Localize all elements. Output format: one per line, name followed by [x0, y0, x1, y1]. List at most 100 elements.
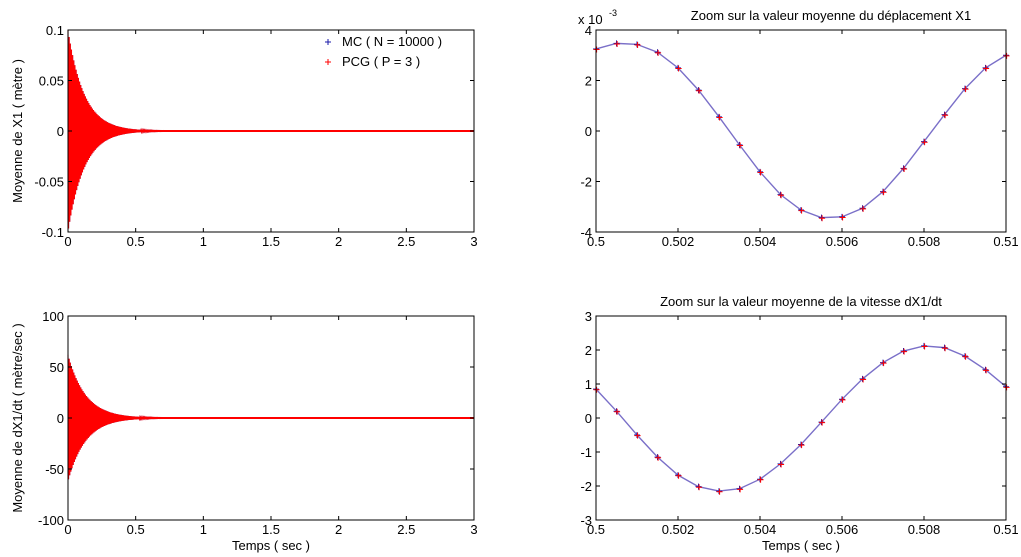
- axis-exponent-base: x 10: [578, 12, 603, 27]
- data-point-pcg: [860, 205, 867, 212]
- x-tick-label: 0.51: [993, 234, 1018, 249]
- data-point-pcg: [716, 488, 723, 495]
- y-tick-label: -4: [580, 225, 592, 240]
- y-tick-label: -2: [580, 479, 592, 494]
- data-point-pcg: [819, 419, 826, 426]
- data-point-pcg: [655, 49, 662, 56]
- data-point-mc: [900, 348, 907, 355]
- data-point-mc: [859, 375, 866, 382]
- data-point-pcg: [614, 40, 621, 47]
- data-point-pcg: [778, 192, 785, 199]
- y-tick-label: 0: [585, 411, 592, 426]
- data-point-mc: [982, 366, 989, 373]
- data-point-mc: [777, 191, 784, 198]
- data-point-mc: [654, 454, 661, 461]
- x-tick-label: 2: [335, 522, 342, 537]
- y-tick-label: 0.1: [46, 23, 64, 38]
- x-tick-label: 0.502: [662, 234, 695, 249]
- plot-area: [67, 29, 474, 229]
- y-tick-label: 0.05: [39, 74, 64, 89]
- data-point-mc: [757, 168, 763, 175]
- y-tick-label: -1: [580, 445, 592, 460]
- data-point-pcg: [962, 86, 969, 93]
- data-point-pcg: [942, 345, 949, 352]
- x-tick-label: 0.506: [826, 234, 859, 249]
- data-point-mc: [777, 460, 784, 467]
- legend-marker-mc: [325, 39, 331, 45]
- data-point-pcg: [634, 41, 641, 48]
- x-tick-label: 1: [200, 522, 207, 537]
- data-point-pcg: [880, 189, 887, 196]
- x-tick-label: 2.5: [397, 522, 415, 537]
- data-point-mc: [695, 87, 702, 94]
- data-point-mc: [839, 396, 845, 403]
- data-point-pcg: [757, 476, 764, 483]
- data-point-mc: [798, 207, 804, 214]
- x-tick-label: 1.5: [262, 522, 280, 537]
- x-tick-label: 3: [470, 234, 477, 249]
- data-point-pcg: [983, 65, 990, 72]
- data-point-pcg: [962, 353, 969, 360]
- data-point-mc: [613, 40, 620, 47]
- x-tick-label: 2: [335, 234, 342, 249]
- data-point-pcg: [737, 142, 744, 149]
- x-tick-label: 0.502: [662, 522, 695, 537]
- data-point-pcg: [655, 454, 662, 461]
- axis-exponent: -3: [609, 8, 617, 18]
- x-tick-label: 0.504: [744, 522, 777, 537]
- x-tick-label: 0.5: [587, 234, 605, 249]
- data-point-mc: [757, 476, 763, 483]
- y-tick-label: 4: [585, 23, 592, 38]
- x-tick-label: 0.508: [908, 234, 941, 249]
- data-point-pcg: [880, 360, 887, 367]
- y-tick-label: -0.05: [34, 175, 64, 190]
- data-point-pcg: [901, 348, 908, 355]
- data-point-mc: [921, 138, 927, 145]
- y-tick-label: 0: [585, 124, 592, 139]
- x-tick-label: 0.504: [744, 234, 777, 249]
- y-axis-label: Moyenne de dX1/dt ( mètre/sec ): [10, 323, 25, 512]
- x-axis-label: Temps ( sec ): [762, 538, 840, 553]
- data-point-pcg: [593, 386, 600, 393]
- zoom-curve: [595, 42, 1007, 219]
- data-point-mc: [716, 113, 722, 120]
- data-point-pcg: [839, 214, 846, 221]
- x-tick-label: 0.5: [127, 522, 145, 537]
- data-point-mc: [962, 353, 968, 360]
- plot-area: [593, 40, 1010, 222]
- data-point-mc: [736, 141, 743, 148]
- y-tick-label: 2: [585, 74, 592, 89]
- data-point-mc: [839, 213, 845, 220]
- y-tick-label: 3: [585, 309, 592, 324]
- x-tick-label: 0.5: [127, 234, 145, 249]
- plot-area: [593, 342, 1010, 495]
- data-point-pcg: [696, 87, 703, 94]
- legend-label: PCG ( P = 3 ): [342, 54, 420, 69]
- x-tick-label: 1.5: [262, 234, 280, 249]
- data-point-mc: [634, 432, 640, 438]
- data-point-mc: [675, 64, 681, 71]
- data-point-mc: [716, 488, 722, 495]
- y-tick-label: -0.1: [42, 225, 64, 240]
- chart-panel-3: 0 0.5 1 1.5 2 2.5 3 -100 -50 0 50 100 Temps ( sec ) M…: [10, 309, 478, 553]
- data-point-pcg: [921, 139, 928, 146]
- y-tick-label: -50: [45, 462, 64, 477]
- data-point-mc: [962, 85, 968, 92]
- data-point-mc: [634, 41, 640, 48]
- x-tick-label: 3: [470, 522, 477, 537]
- x-tick-label: 1: [200, 234, 207, 249]
- chart-title: Zoom sur la valeur moyenne du déplacemen…: [691, 8, 971, 23]
- data-point-mc: [695, 483, 702, 490]
- x-tick-label: 0: [64, 522, 71, 537]
- y-tick-label: 0: [57, 411, 64, 426]
- data-point-pcg: [716, 114, 723, 121]
- data-point-mc: [818, 419, 825, 426]
- x-tick-label: 0: [64, 234, 71, 249]
- data-point-pcg: [634, 432, 641, 439]
- legend: MC ( N = 10000 ) PCG ( P = 3 ): [325, 34, 442, 69]
- x-tick-label: 2.5: [397, 234, 415, 249]
- legend-label: MC ( N = 10000 ): [342, 34, 442, 49]
- data-point-mc: [859, 205, 866, 212]
- plot-area: [67, 354, 474, 480]
